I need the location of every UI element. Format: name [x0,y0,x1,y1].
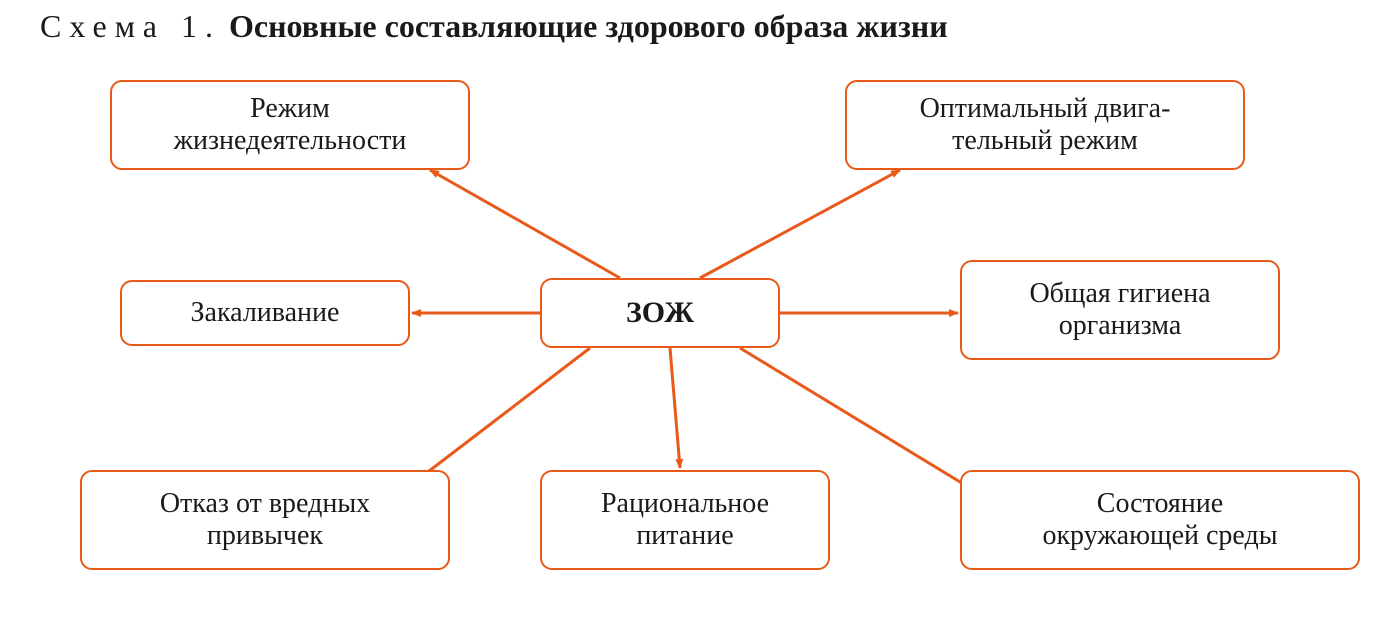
edge-n5 [420,348,590,478]
node-n3: Закаливание [120,280,410,346]
diagram-canvas: ЗОЖ Режим жизнедеятельности Оптимальный дв… [0,0,1383,623]
edge-n2 [700,170,900,278]
node-n5: Отказ от вредных привычек [80,470,450,570]
node-n4: Общая гигиена организма [960,260,1280,360]
node-n6: Рациональное питание [540,470,830,570]
node-n1: Режим жизнедеятельности [110,80,470,170]
edge-n7 [740,348,970,488]
node-n2: Оптимальный двига- тельный режим [845,80,1245,170]
edge-n1 [430,170,620,278]
edge-n6 [670,348,680,468]
node-n7: Состояние окружающей среды [960,470,1360,570]
center-node: ЗОЖ [540,278,780,348]
